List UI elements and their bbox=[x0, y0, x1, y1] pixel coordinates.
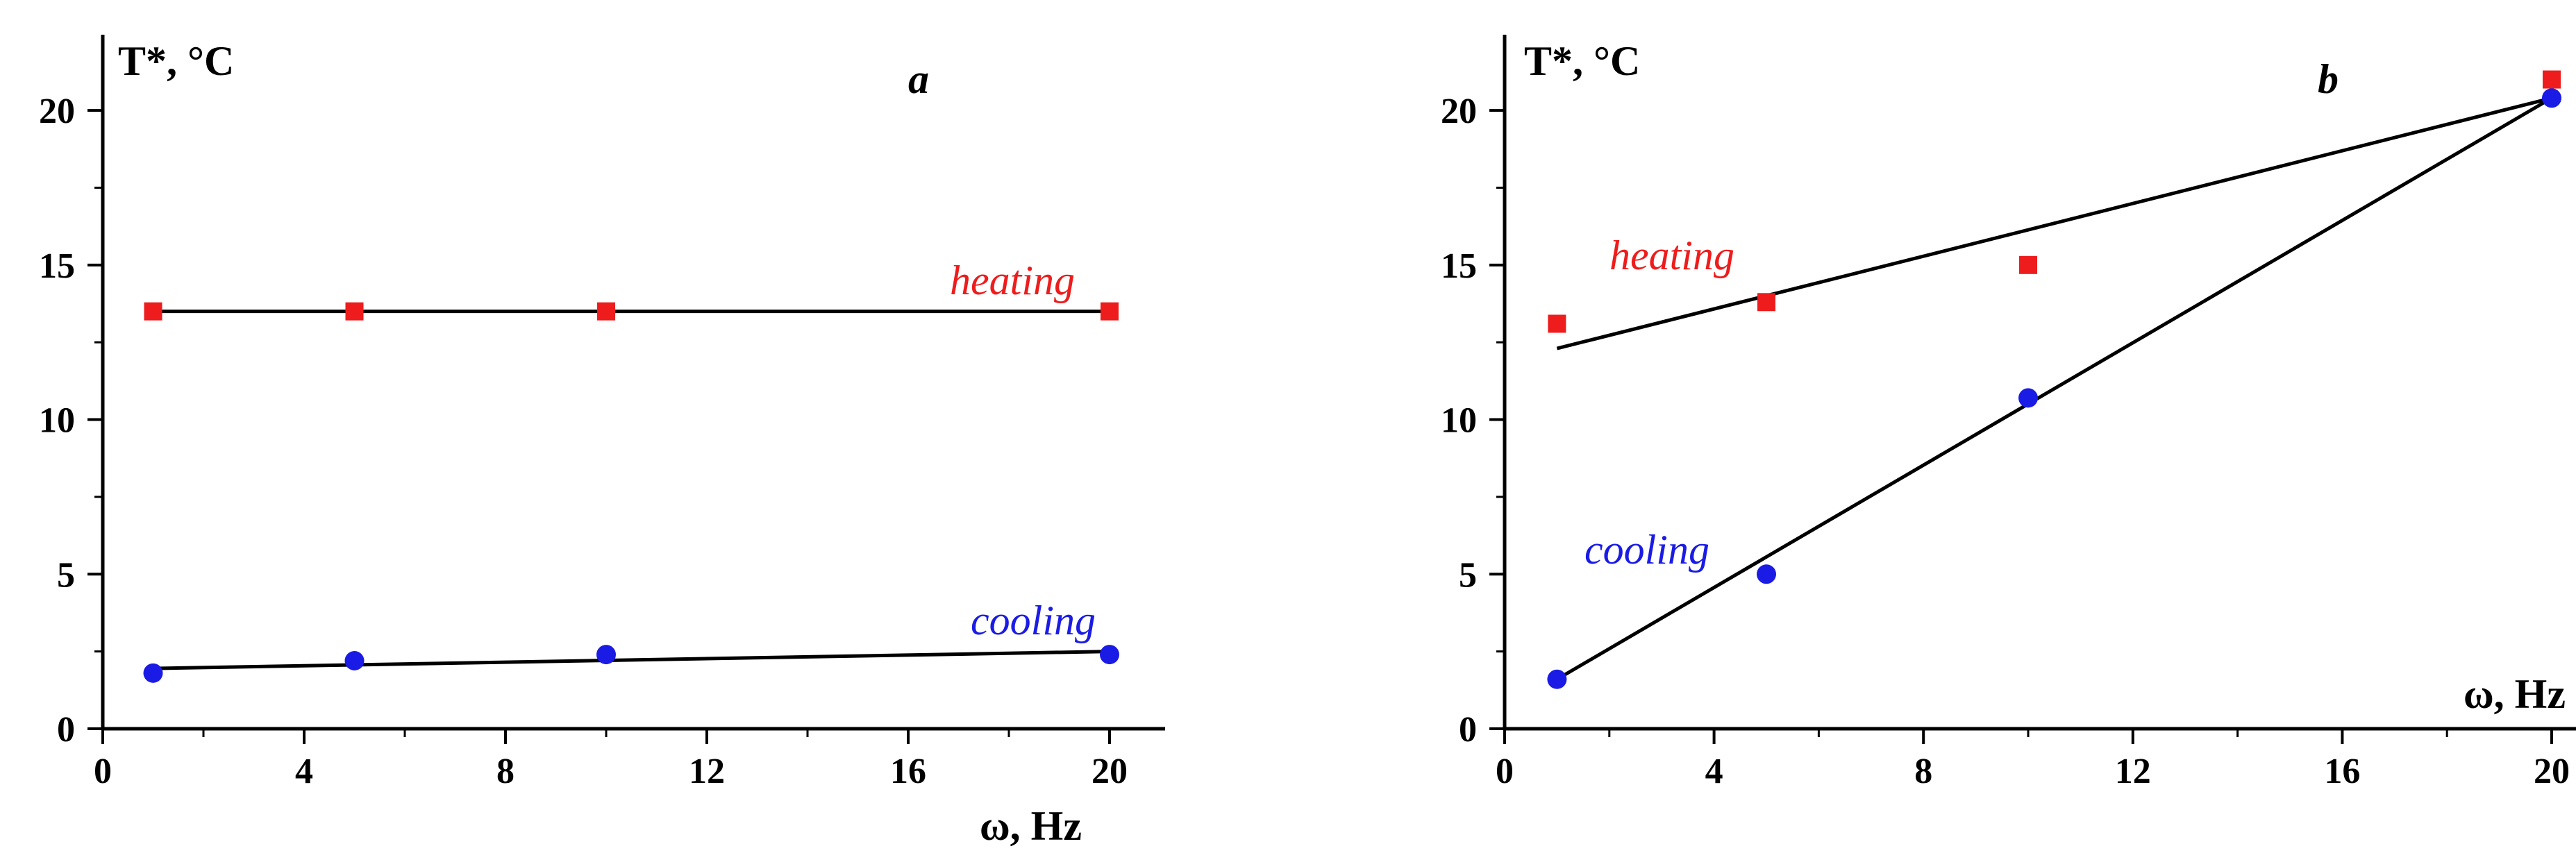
data-point-heating bbox=[345, 302, 364, 321]
x-axis-title: ω, Hz bbox=[2464, 671, 2566, 717]
x-tick-label: 8 bbox=[496, 752, 515, 791]
x-tick-label: 0 bbox=[1496, 752, 1514, 791]
x-tick-label: 4 bbox=[295, 752, 313, 791]
panel-a: 0 4 8 12 16 20 0 5 10 15 20 T*, °C ω, Hz a heating cool… bbox=[39, 35, 1165, 849]
data-point-heating bbox=[144, 302, 162, 321]
x-tick-label: 16 bbox=[2324, 752, 2360, 791]
x-tick-label: 8 bbox=[1914, 752, 1932, 791]
data-point-cooling bbox=[1100, 645, 1119, 665]
x-tick-label: 0 bbox=[94, 752, 112, 791]
data-point-heating bbox=[597, 302, 615, 321]
x-tick-label: 12 bbox=[689, 752, 725, 791]
y-tick-label: 0 bbox=[1459, 710, 1477, 750]
x-axis-title: ω, Hz bbox=[980, 803, 1082, 849]
y-tick-label: 10 bbox=[39, 401, 75, 441]
panel-b: 0 4 8 12 16 20 0 5 10 15 20 T*, °C ω, Hz b heating cool… bbox=[1441, 35, 2576, 791]
data-point-cooling bbox=[1757, 564, 1776, 584]
y-tick-label: 5 bbox=[57, 555, 75, 595]
x-tick-label: 4 bbox=[1705, 752, 1723, 791]
data-point-heating bbox=[2543, 70, 2561, 89]
series-label-heating: heating bbox=[1609, 233, 1734, 278]
x-tick-label: 16 bbox=[890, 752, 926, 791]
x-tick-label: 20 bbox=[2534, 752, 2570, 791]
data-point-cooling bbox=[143, 663, 163, 683]
fit-line-cooling bbox=[1556, 96, 2553, 681]
fit-line-cooling bbox=[153, 650, 1110, 670]
series-label-cooling: cooling bbox=[971, 598, 1096, 643]
y-tick-label: 0 bbox=[57, 710, 75, 750]
y-tick-label: 20 bbox=[39, 92, 75, 131]
x-tick-label: 20 bbox=[1092, 752, 1128, 791]
data-point-cooling bbox=[596, 645, 616, 665]
data-point-cooling bbox=[344, 651, 365, 670]
y-tick-label: 10 bbox=[1441, 401, 1477, 441]
panel-letter: a bbox=[908, 56, 929, 102]
data-point-cooling bbox=[1547, 669, 1567, 689]
fit-line-heating bbox=[1556, 96, 2552, 350]
data-point-heating bbox=[1101, 302, 1119, 321]
y-tick-label: 15 bbox=[39, 246, 75, 286]
x-tick-label: 12 bbox=[2115, 752, 2151, 791]
data-point-cooling bbox=[2542, 88, 2561, 108]
y-axis-title: T*, °C bbox=[118, 38, 234, 84]
data-point-heating bbox=[2019, 255, 2037, 274]
data-point-cooling bbox=[2018, 388, 2038, 408]
y-tick-label: 20 bbox=[1441, 92, 1477, 131]
data-point-heating bbox=[1757, 293, 1775, 312]
series-label-heating: heating bbox=[950, 257, 1075, 303]
y-tick-label: 15 bbox=[1441, 246, 1477, 286]
y-axis-title: T*, °C bbox=[1524, 38, 1640, 84]
data-point-heating bbox=[1548, 314, 1566, 333]
y-tick-label: 5 bbox=[1459, 555, 1477, 595]
series-label-cooling: cooling bbox=[1584, 527, 1709, 573]
panel-letter: b bbox=[2318, 56, 2339, 102]
